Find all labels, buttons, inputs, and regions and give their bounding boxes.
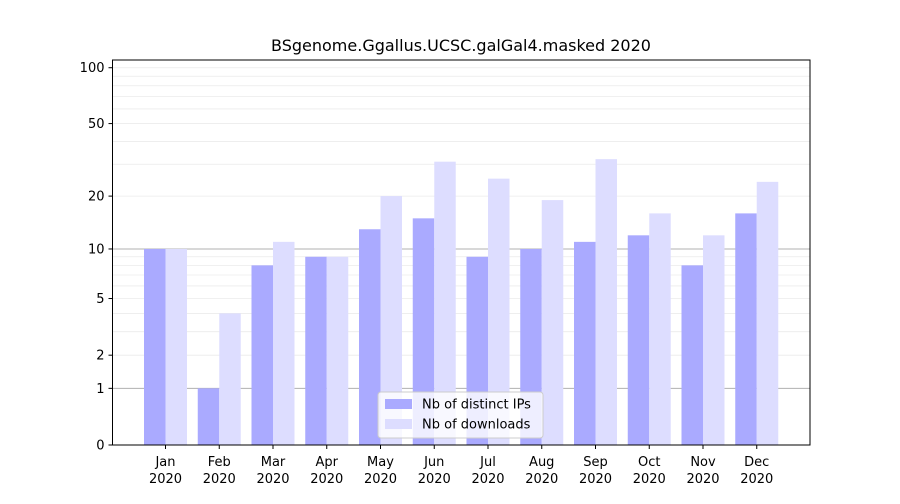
legend: Nb of distinct IPs Nb of downloads	[377, 391, 544, 439]
x-tick-label-month: Aug	[529, 455, 554, 470]
legend-label: Nb of distinct IPs	[422, 398, 531, 413]
x-tick-label-month: Feb	[208, 455, 231, 470]
bar-downloads	[219, 313, 241, 445]
x-tick-label-month: Dec	[744, 455, 769, 470]
bar-distinct-ips	[359, 229, 381, 445]
bar-distinct-ips	[144, 248, 166, 445]
x-tick-label-month: Jun	[423, 455, 444, 470]
bar-downloads	[273, 241, 295, 445]
x-tick-label-year: 2020	[149, 472, 182, 487]
plot-frame	[112, 59, 811, 446]
x-tick-label-month: Apr	[316, 455, 339, 470]
bar-distinct-ips	[735, 213, 757, 445]
x-tick-label-year: 2020	[579, 472, 612, 487]
x-tick-label-year: 2020	[525, 472, 558, 487]
bar-distinct-ips	[412, 218, 435, 445]
x-tick-label-month: May	[367, 455, 394, 470]
x-tick-label-month: Sep	[583, 455, 608, 470]
x-tick-label-year: 2020	[740, 472, 773, 487]
bar-downloads	[649, 213, 671, 445]
x-tick-label-year: 2020	[471, 472, 504, 487]
x-tick-label-year: 2020	[686, 472, 719, 487]
bar-distinct-ips	[305, 256, 327, 445]
bar-downloads	[326, 256, 349, 445]
bar-downloads	[380, 196, 402, 445]
y-tick-label: 50	[88, 117, 105, 132]
chart-title: BSgenome.Ggallus.UCSC.galGal4.masked 202…	[271, 36, 651, 55]
x-tick-label-month: Mar	[261, 455, 286, 470]
y-tick-label: 0	[96, 439, 104, 454]
y-axis: 0 1 2 5 10 20 50 100	[80, 61, 113, 454]
x-tick-label-year: 2020	[633, 472, 666, 487]
x-tick-label-year: 2020	[310, 472, 343, 487]
legend-label: Nb of downloads	[422, 418, 531, 433]
bar-downloads	[541, 200, 564, 445]
x-tick-label-year: 2020	[364, 472, 397, 487]
bar-downloads	[703, 235, 725, 445]
x-axis: Jan 2020 Feb 2020 Mar 2020 Apr 2020 May 2020 Jun 20…	[149, 445, 773, 487]
bar-distinct-ips	[627, 235, 650, 445]
x-tick-label-month: Oct	[638, 455, 660, 470]
y-tick-label: 100	[80, 61, 105, 76]
y-tick-label: 2	[96, 349, 104, 364]
bar-distinct-ips	[574, 241, 596, 445]
x-tick-label-month: Jul	[479, 455, 496, 470]
x-tick-label-year: 2020	[256, 472, 289, 487]
y-tick-label: 1	[96, 382, 104, 397]
x-tick-label-year: 2020	[203, 472, 236, 487]
bar-downloads	[488, 178, 510, 445]
y-tick-label: 10	[88, 242, 105, 257]
bar-distinct-ips	[681, 265, 703, 445]
legend-box	[377, 391, 544, 439]
bar-downloads	[756, 181, 779, 446]
x-tick-label-month: Jan	[154, 455, 175, 470]
bar-distinct-ips	[197, 388, 220, 445]
x-tick-label-month: Nov	[690, 455, 716, 470]
legend-swatch	[385, 419, 412, 429]
bar-downloads	[165, 248, 187, 445]
bar-layer	[144, 159, 779, 446]
bar-downloads	[434, 161, 456, 445]
legend-swatch	[385, 399, 412, 409]
bar-downloads	[595, 159, 617, 445]
y-tick-label: 20	[88, 190, 105, 205]
y-tick-label: 5	[96, 292, 104, 307]
x-tick-label-year: 2020	[418, 472, 451, 487]
bar-distinct-ips	[251, 265, 273, 445]
